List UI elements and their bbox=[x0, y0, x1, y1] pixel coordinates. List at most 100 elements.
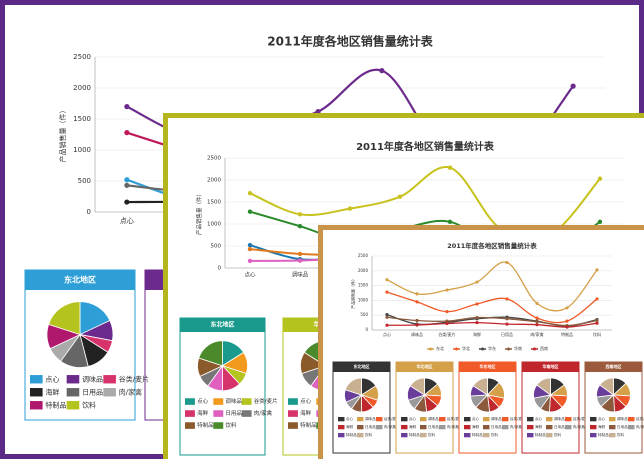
legend-swatch bbox=[609, 416, 616, 422]
legend-label: 东北 bbox=[436, 345, 444, 351]
data-point bbox=[385, 290, 389, 294]
legend-swatch bbox=[357, 432, 364, 438]
legend-swatch bbox=[565, 424, 572, 430]
data-point bbox=[124, 104, 130, 110]
legend-swatch bbox=[609, 424, 616, 430]
series-line bbox=[386, 261, 598, 312]
legend-label: 饮料 bbox=[82, 400, 96, 409]
legend-label: 肉/家禽 bbox=[119, 387, 142, 396]
legend-label: 华东 bbox=[488, 345, 496, 351]
data-point bbox=[595, 318, 599, 323]
data-point bbox=[535, 323, 539, 327]
legend-label: 饮料 bbox=[617, 432, 625, 437]
y-tick-label: 1500 bbox=[73, 115, 91, 123]
legend-label: 谷类/麦片 bbox=[119, 374, 149, 383]
legend-label: 海鲜 bbox=[346, 424, 354, 429]
data-point bbox=[297, 224, 303, 229]
legend-swatch bbox=[483, 432, 490, 438]
y-axis-label: 产品销售量（件） bbox=[350, 277, 356, 309]
legend-swatch bbox=[376, 424, 383, 430]
legend-swatch bbox=[590, 432, 597, 438]
pie-slice bbox=[344, 377, 362, 396]
pie-slice bbox=[536, 377, 551, 396]
y-tick-label: 1500 bbox=[207, 200, 221, 206]
legend-label: 饮料 bbox=[428, 432, 436, 437]
data-point bbox=[505, 297, 509, 301]
legend-label: 调味品 bbox=[428, 416, 439, 421]
legend-swatch bbox=[66, 388, 80, 397]
legend-marker bbox=[533, 347, 536, 351]
legend-label: 点心 bbox=[598, 416, 606, 421]
legend-label: 特制品 bbox=[197, 421, 214, 429]
y-tick-label: 1000 bbox=[73, 146, 91, 154]
y-tick-label: 1000 bbox=[358, 297, 369, 302]
y-axis-label: 产品销售量（件） bbox=[58, 107, 67, 163]
legend-label: 点心 bbox=[409, 416, 417, 421]
legend-swatch bbox=[439, 424, 446, 430]
data-point bbox=[565, 306, 569, 310]
data-point bbox=[565, 319, 569, 323]
legend-label: 调味品 bbox=[82, 374, 103, 383]
y-tick-label: 2500 bbox=[358, 253, 369, 258]
y-tick-label: 0 bbox=[365, 327, 368, 332]
legend-label: 日用品 bbox=[491, 424, 502, 429]
legend-label: 谷类/麦片 bbox=[384, 416, 400, 421]
legend-swatch bbox=[376, 416, 383, 422]
legend-label: 点心 bbox=[197, 398, 209, 405]
data-point bbox=[124, 182, 130, 188]
pie-header bbox=[25, 270, 135, 290]
legend-label: 日用品 bbox=[428, 424, 439, 429]
legend-swatch bbox=[420, 432, 427, 438]
y-tick-label: 2500 bbox=[207, 156, 221, 162]
legend-label: 调味品 bbox=[617, 416, 628, 421]
y-tick-label: 2000 bbox=[73, 84, 91, 92]
series-line bbox=[386, 316, 598, 327]
legend-swatch bbox=[401, 424, 408, 430]
data-point bbox=[247, 246, 253, 252]
data-point bbox=[379, 68, 385, 74]
legend-swatch bbox=[185, 410, 195, 417]
pie-header bbox=[585, 362, 642, 372]
legend-label: 西南 bbox=[540, 345, 548, 351]
x-tick-label: 特制品 bbox=[561, 331, 573, 337]
series-line bbox=[386, 321, 598, 328]
data-point bbox=[385, 313, 389, 317]
legend-swatch bbox=[527, 416, 534, 422]
legend-swatch bbox=[185, 398, 195, 405]
legend-swatch bbox=[30, 401, 43, 410]
data-point bbox=[597, 219, 603, 224]
data-point bbox=[535, 320, 539, 324]
y-tick-label: 1500 bbox=[358, 283, 369, 288]
legend-swatch bbox=[502, 416, 509, 422]
pie-header bbox=[396, 362, 453, 372]
legend-swatch bbox=[288, 410, 298, 417]
legend-swatch bbox=[628, 416, 635, 422]
legend-label: 肉/家禽 bbox=[254, 409, 273, 417]
data-point bbox=[445, 310, 449, 314]
legend-label: 海鲜 bbox=[598, 424, 606, 429]
legend-swatch bbox=[30, 388, 43, 397]
legend-label: 谷类/麦片 bbox=[573, 416, 589, 421]
legend-label: 点心 bbox=[535, 416, 543, 421]
data-point bbox=[445, 321, 449, 326]
data-point bbox=[595, 297, 599, 301]
y-tick-label: 500 bbox=[360, 312, 368, 317]
legend-marker bbox=[481, 347, 484, 351]
legend-label: 肉/家禽 bbox=[573, 424, 585, 429]
legend-label: 海鲜 bbox=[472, 424, 480, 429]
legend-label: 调味品 bbox=[225, 397, 242, 405]
pie-title: 东北地区 bbox=[210, 321, 234, 329]
legend-swatch bbox=[401, 432, 408, 438]
data-point bbox=[247, 209, 253, 214]
legend-swatch bbox=[66, 375, 80, 384]
legend-swatch bbox=[546, 424, 553, 430]
legend-swatch bbox=[288, 398, 298, 405]
legend-label: 海鲜 bbox=[45, 387, 59, 396]
legend-label: 华南 bbox=[514, 345, 522, 351]
x-tick-label: 肉/家禽 bbox=[530, 331, 543, 337]
pie-header bbox=[333, 362, 390, 372]
data-point bbox=[347, 206, 353, 211]
legend-label: 日用品 bbox=[225, 410, 242, 417]
legend-swatch bbox=[609, 432, 616, 438]
legend-swatch bbox=[483, 416, 490, 422]
